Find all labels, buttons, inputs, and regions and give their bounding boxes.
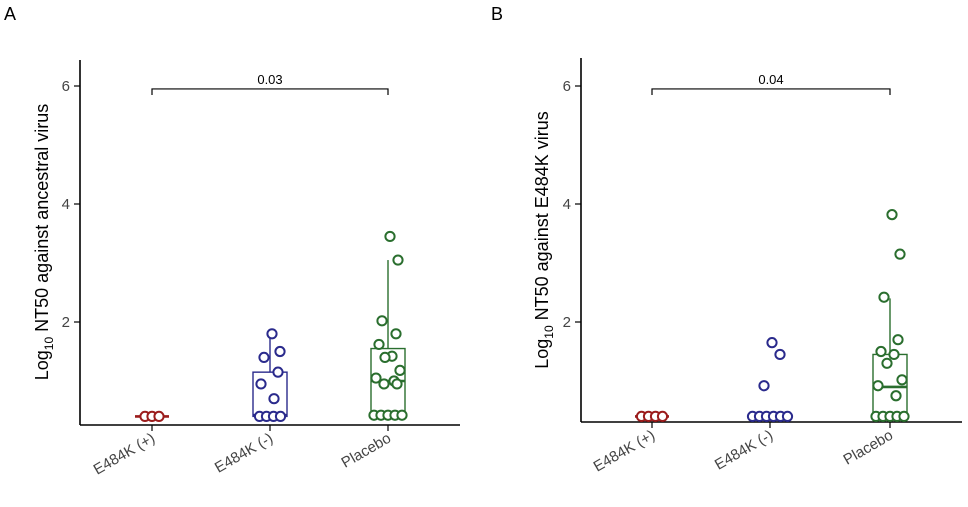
- data-point: [881, 357, 893, 369]
- data-point: [384, 230, 396, 243]
- data-point: [268, 393, 280, 405]
- data-point: [379, 351, 391, 363]
- panel-label: A: [4, 4, 16, 24]
- data-point: [390, 328, 402, 340]
- data-point: [272, 366, 284, 378]
- y-tick-label: 6: [62, 78, 70, 95]
- series-Placebo: [870, 209, 910, 422]
- data-point: [376, 315, 388, 327]
- data-point: [890, 390, 902, 402]
- y-tick-label: 4: [62, 196, 70, 213]
- y-axis-title: Log10 NT50 against E484K virus: [532, 111, 556, 369]
- x-tick-label: Placebo: [841, 427, 896, 469]
- data-point: [373, 338, 385, 351]
- y-axis-title: Log10 NT50 against ancestral virus: [32, 104, 56, 381]
- y-tick-label: 6: [563, 78, 571, 95]
- series-E484K (-): [252, 328, 288, 422]
- comparison-p-value: 0.04: [758, 72, 783, 87]
- panel-A: A 2 4 6 E484K (+) E484K (-) Placebo Log10 NT50 …: [4, 4, 460, 478]
- y-axis-title-main: Log: [32, 350, 52, 380]
- data-point: [370, 372, 382, 384]
- data-point: [255, 378, 267, 390]
- x-tick-label: E484K (+): [591, 427, 658, 476]
- comparison-bracket: [651, 88, 891, 95]
- series-E484K (+): [635, 410, 669, 422]
- data-point: [396, 409, 408, 421]
- data-point: [656, 410, 669, 422]
- panel-B: B 2 4 6 E484K (+) E484K (-) Placebo Log10 NT50 …: [491, 4, 962, 475]
- x-tick-label: E484K (-): [212, 430, 276, 477]
- comparison-bracket: [151, 88, 389, 95]
- data-point: [258, 351, 270, 363]
- data-point: [898, 410, 910, 422]
- series-Placebo: [368, 230, 408, 421]
- data-point: [896, 374, 908, 386]
- data-point: [274, 410, 287, 422]
- data-point: [878, 291, 890, 303]
- data-point: [266, 328, 278, 340]
- x-tick-label: Placebo: [339, 430, 394, 472]
- data-point: [875, 345, 887, 358]
- data-point: [153, 410, 165, 422]
- data-point: [892, 334, 904, 346]
- y-tick-label: 2: [62, 314, 70, 331]
- y-axis-title-rest: NT50 against ancestral virus: [32, 104, 52, 337]
- box-body: [252, 371, 288, 418]
- y-tick-label: 2: [563, 314, 571, 331]
- data-point: [758, 380, 770, 392]
- data-point: [781, 410, 794, 422]
- x-tick-label: E484K (+): [91, 430, 158, 479]
- data-point: [392, 254, 404, 266]
- x-tick-label: E484K (-): [712, 427, 776, 474]
- y-axis-title-sub: 10: [42, 337, 56, 351]
- y-axis-title-sub: 10: [542, 325, 556, 339]
- data-point: [391, 378, 403, 390]
- data-point: [274, 345, 286, 358]
- y-axis-title-rest: NT50 against E484K virus: [532, 111, 552, 325]
- series-E484K (-): [746, 337, 794, 422]
- data-point: [894, 248, 906, 260]
- data-point: [774, 348, 786, 361]
- data-point: [888, 348, 900, 361]
- data-point: [378, 378, 390, 390]
- series-E484K (+): [135, 410, 169, 422]
- data-point: [872, 380, 884, 392]
- data-point: [394, 364, 406, 376]
- y-tick-label: 4: [563, 196, 571, 213]
- data-point: [766, 337, 778, 349]
- data-point: [886, 209, 898, 221]
- comparison-p-value: 0.03: [257, 72, 282, 87]
- y-axis-title-main: Log: [532, 339, 552, 369]
- panel-label: B: [491, 4, 503, 24]
